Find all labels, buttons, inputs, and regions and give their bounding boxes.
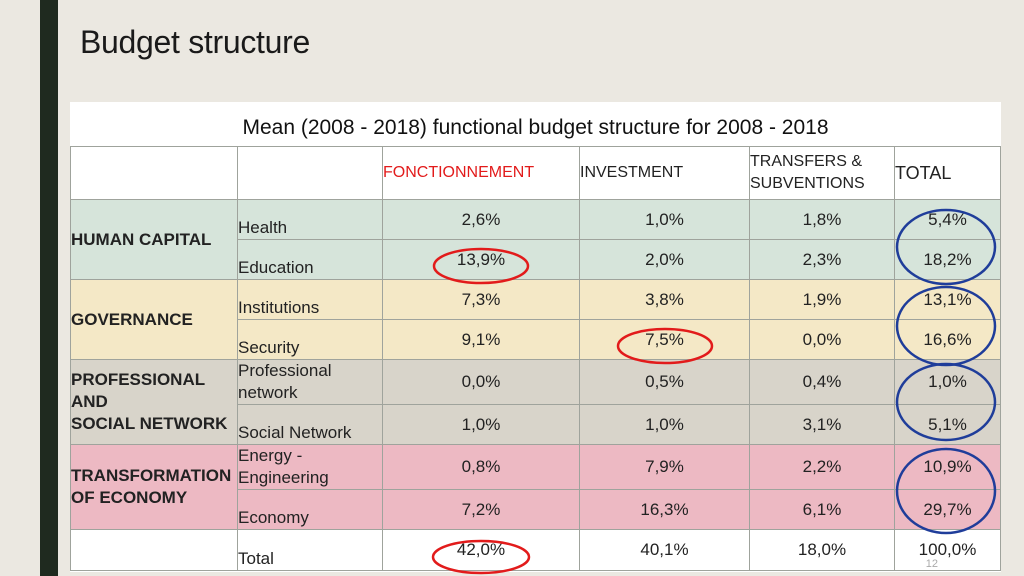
total-total: 100,0% bbox=[894, 529, 1001, 571]
cell-fonctionnement: 0,0% bbox=[382, 359, 580, 405]
total-transfers: 18,0% bbox=[749, 529, 895, 571]
row-label: Professional network bbox=[237, 359, 383, 405]
page-number: 12 bbox=[925, 558, 938, 570]
slide-title: Budget structure bbox=[80, 24, 310, 60]
total-row: Total 42,0% 40,1% 18,0% 100,0% bbox=[70, 529, 1001, 571]
row-label-line2: network bbox=[238, 383, 298, 402]
cell-investment: 16,3% bbox=[579, 489, 750, 530]
cell-total: 5,4% bbox=[894, 199, 1001, 240]
table-row: GOVERNANCE Institutions 7,3% 3,8% 1,9% 1… bbox=[70, 279, 1001, 360]
group-transformation: TRANSFORMATION OF ECONOMY bbox=[70, 444, 238, 530]
row-label: Institutions bbox=[237, 279, 383, 320]
table-container: Mean (2008 - 2018) functional budget str… bbox=[70, 102, 1001, 572]
group-governance: GOVERNANCE bbox=[70, 279, 238, 360]
cell-investment: 0,5% bbox=[579, 359, 750, 405]
group-professional-social: PROFESSIONAL AND SOCIAL NETWORK bbox=[70, 359, 238, 445]
cell-transfers: 6,1% bbox=[749, 489, 895, 530]
cell-total: 10,9% bbox=[894, 444, 1001, 490]
header-total-text: TOTAL bbox=[895, 162, 952, 183]
cell-fonctionnement: 2,6% bbox=[382, 199, 580, 240]
total-fonctionnement: 42,0% bbox=[382, 529, 580, 571]
table-row: TRANSFORMATION OF ECONOMY Energy - Enginee… bbox=[70, 444, 1001, 530]
header-total: TOTAL bbox=[894, 146, 1001, 200]
row-label: Security bbox=[237, 319, 383, 360]
header-transfers: TRANSFERS & SUBVENTIONS bbox=[749, 146, 895, 200]
table-caption: Mean (2008 - 2018) functional budget str… bbox=[242, 116, 829, 139]
header-empty-category bbox=[70, 146, 238, 200]
budget-table: FONCTIONNEMENT INVESTMENT TRANSFERS & SUB… bbox=[70, 146, 1001, 571]
row-label: Social Network bbox=[237, 404, 383, 445]
cell-fonctionnement: 0,8% bbox=[382, 444, 580, 490]
cell-fonctionnement: 7,2% bbox=[382, 489, 580, 530]
header-row: FONCTIONNEMENT INVESTMENT TRANSFERS & SUB… bbox=[70, 146, 1001, 200]
header-fonctionnement-text: FONCTIONNEMENT bbox=[383, 164, 535, 181]
cell-fonctionnement: 13,9% bbox=[382, 239, 580, 280]
cell-investment: 1,0% bbox=[579, 199, 750, 240]
group-professional-line2: SOCIAL NETWORK bbox=[71, 414, 228, 433]
row-label: Health bbox=[237, 199, 383, 240]
row-label: Education bbox=[237, 239, 383, 280]
row-label: Energy - Engineering bbox=[237, 444, 383, 490]
cell-total: 29,7% bbox=[894, 489, 1001, 530]
table-row: PROFESSIONAL AND SOCIAL NETWORK Professio… bbox=[70, 359, 1001, 445]
cell-transfers: 1,8% bbox=[749, 199, 895, 240]
cell-total: 1,0% bbox=[894, 359, 1001, 405]
header-investment: INVESTMENT bbox=[579, 146, 750, 200]
cell-transfers: 3,1% bbox=[749, 404, 895, 445]
row-label-line2: Engineering bbox=[238, 468, 329, 487]
cell-transfers: 2,3% bbox=[749, 239, 895, 280]
cell-investment: 2,0% bbox=[579, 239, 750, 280]
cell-investment: 1,0% bbox=[579, 404, 750, 445]
total-empty-category bbox=[70, 529, 238, 571]
group-transformation-line2: OF ECONOMY bbox=[71, 488, 188, 507]
header-transfers-line1: TRANSFERS & bbox=[750, 153, 863, 170]
cell-fonctionnement: 1,0% bbox=[382, 404, 580, 445]
row-label-line1: Professional bbox=[238, 361, 332, 380]
cell-investment: 3,8% bbox=[579, 279, 750, 320]
header-investment-text: INVESTMENT bbox=[580, 164, 684, 181]
cell-fonctionnement: 7,3% bbox=[382, 279, 580, 320]
cell-total: 13,1% bbox=[894, 279, 1001, 320]
total-label: Total bbox=[237, 529, 383, 571]
cell-investment: 7,5% bbox=[579, 319, 750, 360]
cell-total: 5,1% bbox=[894, 404, 1001, 445]
table-row: HUMAN CAPITAL Health 2,6% 1,0% 1,8% 5,4% bbox=[70, 199, 1001, 280]
cell-transfers: 2,2% bbox=[749, 444, 895, 490]
cell-total: 16,6% bbox=[894, 319, 1001, 360]
header-transfers-line2: SUBVENTIONS bbox=[750, 175, 865, 192]
cell-total: 18,2% bbox=[894, 239, 1001, 280]
cell-transfers: 1,9% bbox=[749, 279, 895, 320]
header-empty-label bbox=[237, 146, 383, 200]
total-investment: 40,1% bbox=[579, 529, 750, 571]
cell-fonctionnement: 9,1% bbox=[382, 319, 580, 360]
cell-investment: 7,9% bbox=[579, 444, 750, 490]
group-transformation-line1: TRANSFORMATION bbox=[71, 466, 232, 485]
accent-bar bbox=[40, 0, 58, 576]
cell-transfers: 0,4% bbox=[749, 359, 895, 405]
cell-transfers: 0,0% bbox=[749, 319, 895, 360]
row-label-line1: Energy - bbox=[238, 446, 303, 465]
group-professional-line1: PROFESSIONAL AND bbox=[71, 370, 205, 411]
group-human-capital: HUMAN CAPITAL bbox=[70, 199, 238, 280]
row-label: Economy bbox=[237, 489, 383, 530]
header-fonctionnement: FONCTIONNEMENT bbox=[382, 146, 580, 200]
